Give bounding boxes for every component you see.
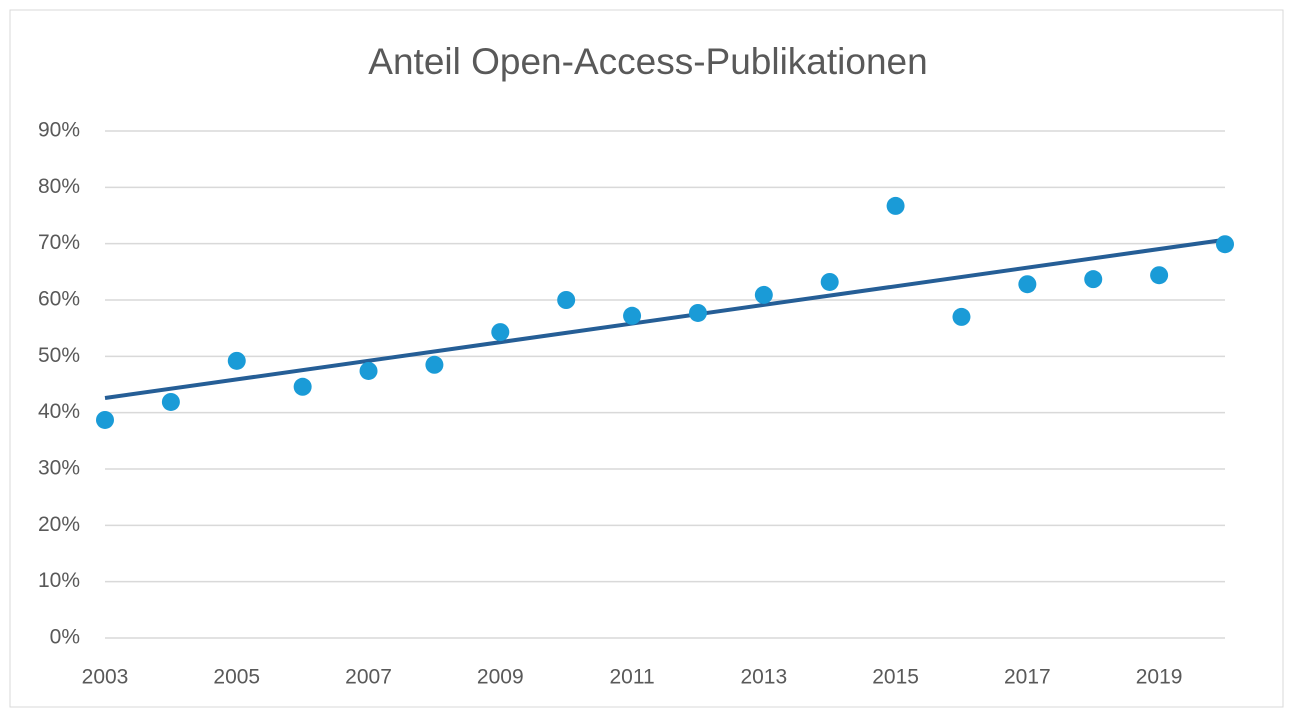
data-point <box>688 303 707 322</box>
data-point <box>1216 235 1234 254</box>
data-point <box>359 361 378 380</box>
chart-title: Anteil Open-Access-Publikationen <box>368 41 927 82</box>
data-point <box>886 196 905 215</box>
data-point <box>952 307 971 326</box>
y-tick-label: 40% <box>38 400 80 423</box>
y-tick-label: 80% <box>38 175 80 198</box>
data-point <box>557 291 576 309</box>
x-tick-label: 2019 <box>1136 666 1183 689</box>
y-tick-label: 70% <box>38 231 80 254</box>
x-tick-label: 2009 <box>477 666 524 689</box>
data-point <box>623 306 642 325</box>
data-point <box>1150 266 1169 285</box>
x-tick-label: 2011 <box>609 666 654 689</box>
chart-frame <box>9 9 1284 708</box>
x-tick-label: 2013 <box>740 666 787 689</box>
data-point <box>820 272 839 291</box>
y-tick-label: 90% <box>38 119 80 142</box>
y-tick-label: 60% <box>38 288 80 311</box>
trendline <box>104 237 1226 401</box>
data-point <box>754 285 773 304</box>
data-point <box>1018 275 1037 294</box>
data-point <box>293 377 312 396</box>
data-point <box>227 351 246 370</box>
x-tick-label: 2017 <box>1004 666 1051 689</box>
data-point <box>1084 270 1103 289</box>
x-tick-label: 2005 <box>213 666 260 689</box>
x-tick-label: 2007 <box>345 666 392 689</box>
y-tick-label: 50% <box>38 344 80 367</box>
data-point <box>425 355 444 374</box>
y-tick-label: 10% <box>38 569 80 592</box>
data-point <box>491 323 510 342</box>
y-tick-label: 0% <box>50 626 80 649</box>
data-point <box>161 392 180 411</box>
y-tick-label: 30% <box>38 457 80 480</box>
y-tick-label: 20% <box>38 513 80 536</box>
x-tick-label: 2003 <box>82 666 129 689</box>
x-tick-label: 2015 <box>872 666 919 689</box>
data-point <box>96 410 114 429</box>
